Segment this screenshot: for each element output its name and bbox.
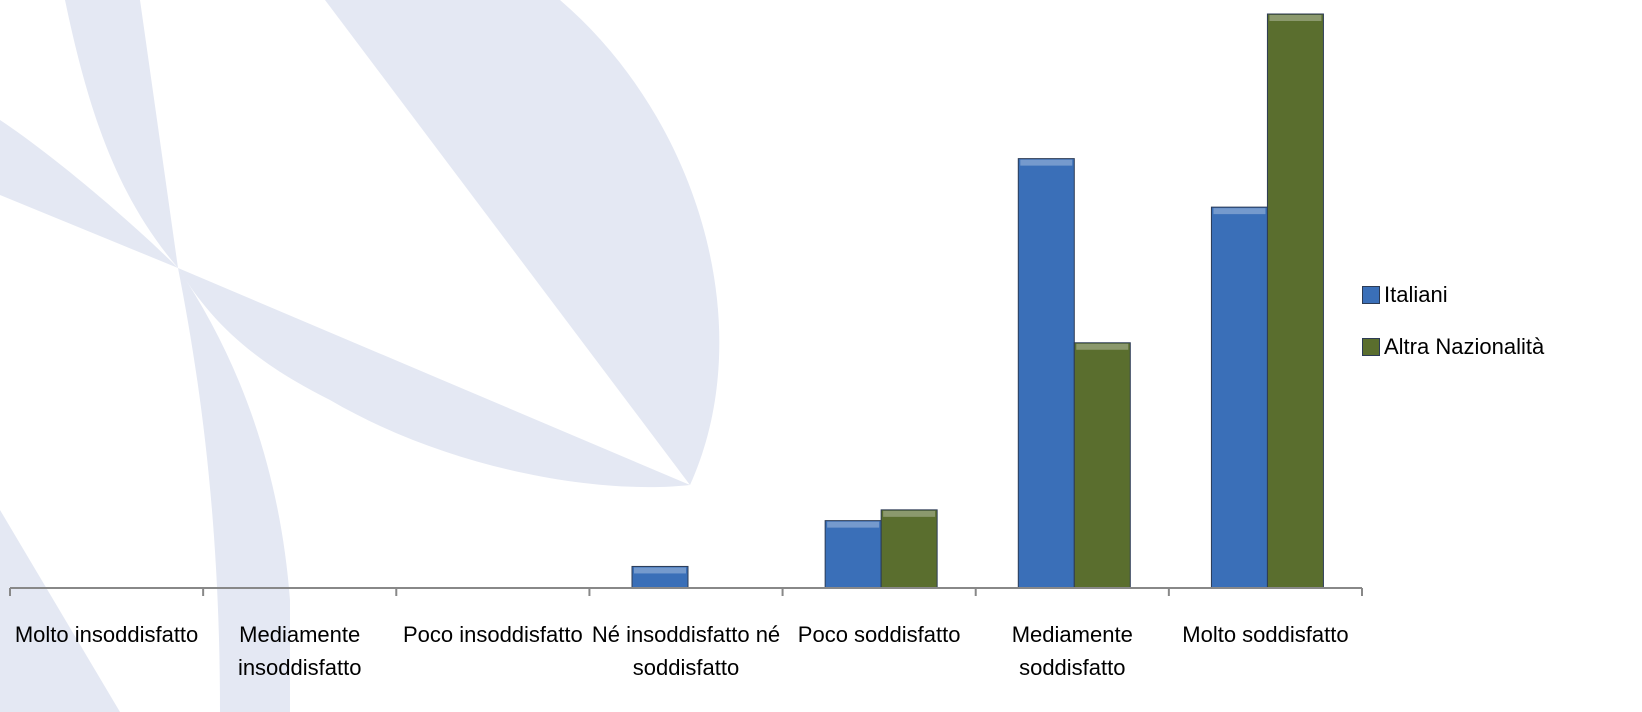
bar-highlight [1213,208,1266,215]
bar-group [1210,206,1268,589]
x-tick-label: Poco soddisfatto [797,622,961,647]
bar-highlight [827,521,880,528]
x-tick-label: Mediamente insoddisfatto [237,622,362,680]
x-tick-label: Né insoddisfatto né soddisfatto [591,622,781,680]
bar-group [824,520,882,589]
bar [1017,158,1075,589]
legend: Italiani Altra Nazionalità [1362,282,1544,386]
bar [1210,206,1268,589]
legend-swatch [1362,338,1380,356]
background-decoration [0,0,720,712]
bar-group [1073,342,1131,589]
bar-group [1017,158,1075,589]
bar-highlight [1020,159,1073,166]
legend-item: Altra Nazionalità [1362,334,1544,360]
bar-highlight [1269,15,1322,21]
bar [824,520,882,589]
bar-highlight [883,510,936,517]
bar-group [631,565,689,589]
bar [1266,13,1324,589]
legend-label: Italiani [1384,282,1448,307]
bar-group [1266,13,1324,589]
bar [880,509,938,589]
legend-swatch [1362,286,1380,304]
bar-highlight [1076,343,1129,350]
bar [1073,342,1131,589]
bar-group [880,509,938,589]
bar-highlight [634,567,686,574]
x-tick-label: Molto insoddisfatto [14,622,199,647]
x-tick-label: Poco insoddisfatto [402,622,583,647]
x-tick-label: Molto soddisfatto [1182,622,1349,647]
x-tick-label: Mediamente soddisfatto [1011,622,1133,680]
legend-item: Italiani [1362,282,1544,308]
legend-label: Altra Nazionalità [1384,334,1545,359]
